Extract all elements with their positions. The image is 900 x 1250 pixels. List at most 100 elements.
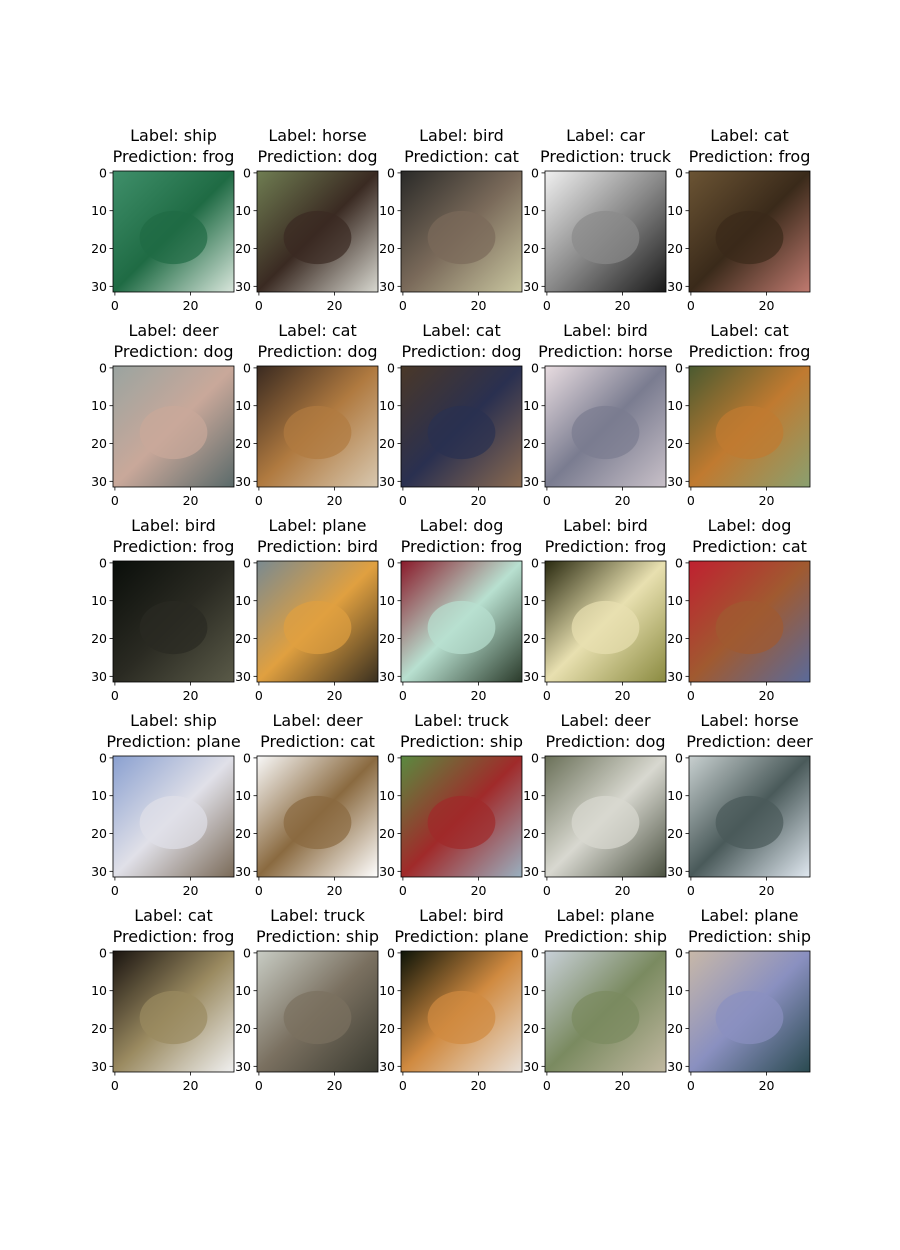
x-tick-label: 0 — [111, 688, 119, 703]
y-tick-label: 10 — [235, 593, 251, 608]
y-tick-label: 0 — [99, 360, 107, 375]
panel-label: Label: cat — [134, 906, 213, 925]
x-tick-label: 0 — [687, 493, 695, 508]
panel-prediction: Prediction: bird — [257, 537, 378, 556]
panel-label: Label: car — [566, 126, 645, 145]
y-tick-label: 20 — [379, 241, 395, 256]
image-subject — [715, 795, 784, 850]
y-tick-label: 10 — [379, 203, 395, 218]
y-tick-label: 0 — [99, 555, 107, 570]
axes-frame — [400, 560, 523, 683]
x-tick-label: 20 — [759, 883, 775, 898]
panel-prediction: Prediction: frog — [113, 147, 235, 166]
panel-label: Label: deer — [128, 321, 218, 340]
y-tick-label: 30 — [667, 1059, 683, 1074]
y-tick-label: 30 — [91, 864, 107, 879]
image-subject — [571, 405, 640, 460]
axes-frame — [400, 950, 523, 1073]
panel-label: Label: bird — [563, 516, 648, 535]
x-tick-label: 0 — [111, 883, 119, 898]
axes-frame — [112, 560, 235, 683]
image-subject — [715, 210, 784, 265]
image-subject — [715, 990, 784, 1045]
x-tick-label: 0 — [255, 493, 263, 508]
x-tick-label: 20 — [327, 883, 343, 898]
axes-frame — [112, 755, 235, 878]
x-tick-label: 20 — [183, 298, 199, 313]
panel-prediction: Prediction: ship — [688, 927, 811, 946]
image-subject — [715, 405, 784, 460]
panel-prediction: Prediction: dog — [113, 342, 233, 361]
subplot: Label: deer Prediction: cat 0 10 20 30 0 20 — [235, 711, 379, 898]
panel-label: Label: deer — [272, 711, 362, 730]
y-tick-label: 30 — [667, 279, 683, 294]
subplot: Label: cat Prediction: dog 0 10 20 30 0 20 — [235, 321, 379, 508]
panel-label: Label: cat — [710, 321, 789, 340]
x-tick-label: 0 — [255, 298, 263, 313]
y-tick-label: 0 — [531, 555, 539, 570]
y-tick-label: 20 — [235, 1021, 251, 1036]
image-subject — [427, 405, 496, 460]
axes-frame — [544, 560, 667, 683]
x-tick-label: 0 — [543, 493, 551, 508]
panel-label: Label: bird — [419, 906, 504, 925]
y-tick-label: 20 — [91, 826, 107, 841]
image-subject — [283, 795, 352, 850]
x-tick-label: 0 — [255, 688, 263, 703]
y-tick-label: 20 — [379, 631, 395, 646]
subplot: Label: plane Prediction: ship 0 10 20 30 0 20 — [667, 906, 811, 1093]
y-tick-label: 20 — [379, 1021, 395, 1036]
y-tick-label: 20 — [91, 241, 107, 256]
subplot: Label: ship Prediction: frog 0 10 20 30 0 20 — [91, 126, 235, 313]
y-tick-label: 20 — [667, 436, 683, 451]
subplot: Label: plane Prediction: bird 0 10 20 30 0 20 — [235, 516, 379, 703]
panel-label: Label: cat — [710, 126, 789, 145]
x-tick-label: 0 — [111, 298, 119, 313]
panel-prediction: Prediction: cat — [260, 732, 375, 751]
y-tick-label: 30 — [523, 1059, 539, 1074]
image-subject — [139, 405, 208, 460]
panel-label: Label: cat — [422, 321, 501, 340]
panel-prediction: Prediction: dog — [545, 732, 665, 751]
axes-frame — [256, 365, 379, 488]
y-tick-label: 0 — [387, 750, 395, 765]
y-tick-label: 20 — [91, 436, 107, 451]
y-tick-label: 20 — [523, 826, 539, 841]
image-subject — [139, 795, 208, 850]
y-tick-label: 30 — [91, 474, 107, 489]
subplot: Label: bird Prediction: cat 0 10 20 30 0 20 — [379, 126, 523, 313]
y-tick-label: 20 — [667, 241, 683, 256]
x-tick-label: 20 — [327, 1078, 343, 1093]
axes-frame — [256, 950, 379, 1073]
panel-label: Label: dog — [420, 516, 504, 535]
y-tick-label: 20 — [235, 826, 251, 841]
x-tick-label: 20 — [183, 883, 199, 898]
y-tick-label: 10 — [235, 983, 251, 998]
subplot: Label: dog Prediction: cat 0 10 20 30 0 20 — [667, 516, 811, 703]
subplot: Label: truck Prediction: ship 0 10 20 30 0 20 — [235, 906, 379, 1093]
axes-frame — [112, 170, 235, 293]
subplot: Label: deer Prediction: dog 0 10 20 30 0 20 — [523, 711, 667, 898]
y-tick-label: 10 — [523, 983, 539, 998]
x-tick-label: 20 — [759, 493, 775, 508]
panel-label: Label: plane — [700, 906, 798, 925]
y-tick-label: 0 — [243, 555, 251, 570]
y-tick-label: 20 — [667, 631, 683, 646]
x-tick-label: 20 — [615, 883, 631, 898]
axes-frame — [688, 560, 811, 683]
x-tick-label: 20 — [615, 1078, 631, 1093]
axes-frame — [688, 365, 811, 488]
y-tick-label: 0 — [387, 360, 395, 375]
y-tick-label: 20 — [523, 241, 539, 256]
y-tick-label: 30 — [523, 279, 539, 294]
y-tick-label: 0 — [243, 165, 251, 180]
image-subject — [427, 600, 496, 655]
y-tick-label: 20 — [235, 436, 251, 451]
image-subject — [139, 600, 208, 655]
panel-label: Label: truck — [270, 906, 365, 925]
x-tick-label: 20 — [471, 1078, 487, 1093]
panel-prediction: Prediction: frog — [113, 927, 235, 946]
